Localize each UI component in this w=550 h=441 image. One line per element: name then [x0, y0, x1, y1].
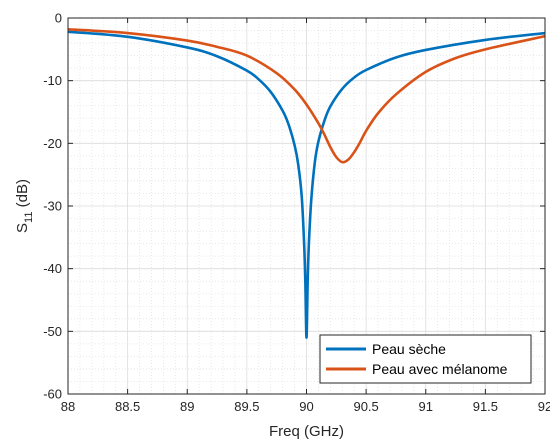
y-tick-label: 0: [55, 11, 62, 26]
x-axis-label: Freq (GHz): [269, 423, 344, 440]
y-axis-label-unit: (dB): [14, 179, 31, 212]
y-tick-label: -20: [43, 136, 62, 151]
x-tick-label: 89: [180, 399, 194, 414]
x-tick-label: 91: [419, 399, 433, 414]
y-tick-label: -30: [43, 199, 62, 214]
y-tick-label: -40: [43, 261, 62, 276]
series-line-0: [68, 30, 545, 339]
y-tick-label: -50: [43, 324, 62, 339]
x-tick-label: 88.5: [115, 399, 140, 414]
legend-box: [319, 334, 532, 384]
x-axis-ticks: 88 88.5 89 89.5 90 90.5 91 91.5 92: [61, 18, 550, 414]
legend: Peau sèche Peau avec mélanome: [319, 334, 532, 384]
y-axis-label-main: S: [14, 223, 31, 233]
series-line-1: [68, 27, 545, 164]
x-tick-label: 91.5: [473, 399, 498, 414]
x-tick-label: 90.5: [353, 399, 378, 414]
x-tick-label: 89.5: [234, 399, 259, 414]
y-tick-label: -60: [43, 387, 62, 402]
y-axis-ticks: -60 -50 -40 -30 -20 -10 0: [43, 11, 545, 402]
y-axis-label-subscript: 11: [23, 212, 35, 223]
y-tick-label: -10: [43, 73, 62, 88]
series-group: [68, 27, 545, 339]
x-tick-label: 88: [61, 399, 75, 414]
legend-label-peau-melanome: Peau avec mélanome: [372, 361, 508, 377]
legend-label-peau-seche: Peau sèche: [372, 341, 446, 357]
y-axis-label: S11 (dB): [14, 179, 35, 233]
x-tick-label: 92: [538, 399, 550, 414]
x-tick-label: 90: [299, 399, 313, 414]
